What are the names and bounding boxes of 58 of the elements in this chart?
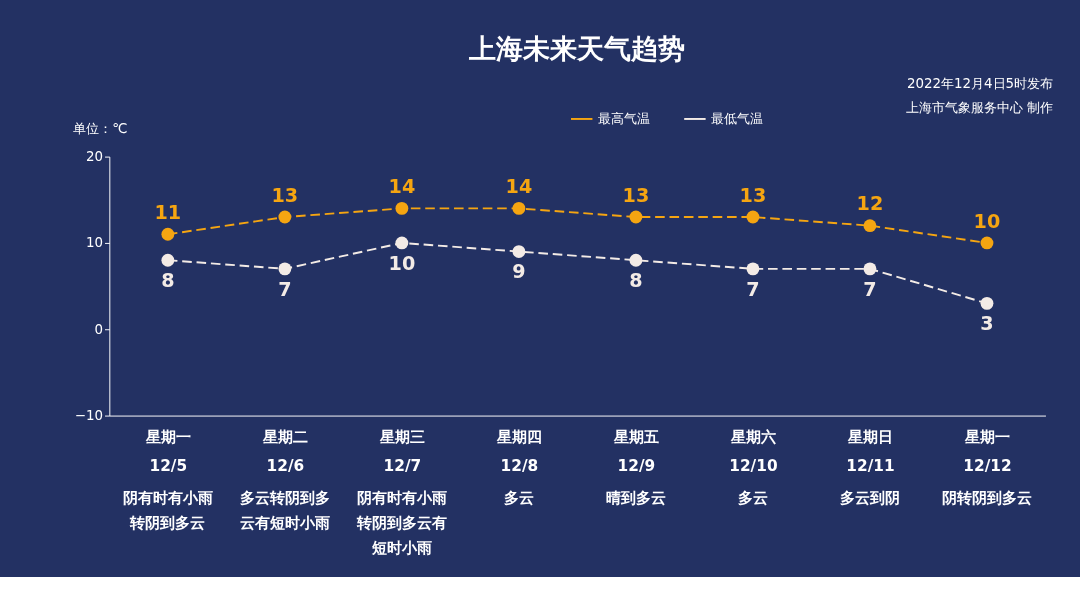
data-label: 7 [863,277,877,301]
point [746,262,760,276]
point [395,236,409,250]
y-tick-label: 10 [86,235,104,251]
data-label: 13 [739,183,767,207]
data-label: 13 [271,183,299,207]
x-tick-label: 星期日 12/11 [846,427,895,475]
x-tick-label: 星期一 12/5 [144,427,191,475]
point [863,262,877,276]
point [980,236,994,250]
x-tick-label: 星期一 12/12 [963,427,1012,475]
data-label: 10 [388,251,416,275]
text: 多云到阴 [839,488,900,507]
data-label: 14 [388,175,416,199]
y-tick-label: 20 [86,148,104,164]
point [629,210,643,224]
data-label: 12 [856,192,884,216]
x-tick-label: 星期四 12/8 [495,427,542,475]
text: 多云 [503,488,534,507]
text: 阴转阴到多云 [941,488,1032,507]
chart-title: 上海未来天气趋势 [468,32,686,64]
y-tick-label: 0 [94,321,104,337]
y-axis-title: 单位：℃ [73,121,128,137]
legend-label: 最低气温 [710,110,763,126]
data-label: 13 [622,183,650,207]
x-tick-label: 星期二 12/6 [261,427,308,475]
point [512,245,526,258]
data-label: 14 [505,175,533,199]
x-tick-label: 星期六 12/10 [729,427,778,475]
point [980,296,994,310]
text: 多云转阴到多云有短时小雨 [239,488,330,532]
y-tick-label: −10 [74,407,104,423]
point [161,227,175,241]
x-tick-label: 星期三 12/7 [378,427,425,475]
data-label: 9 [512,260,526,284]
point [863,219,877,233]
text: 2022年12月4日5时发布 [906,75,1054,91]
data-label: 7 [278,277,292,301]
data-label: 10 [973,209,1001,233]
text: 多云 [737,488,768,507]
legend-label: 最高气温 [597,110,650,126]
point [512,201,526,215]
text: 晴到多云 [605,488,666,507]
point [629,253,643,267]
text: 上海市气象服务中心 制作 [905,100,1054,116]
point [395,201,409,215]
data-label: 8 [629,269,643,293]
point [746,210,760,224]
data-label: 11 [154,200,182,224]
x-tick-label: 星期五 12/9 [612,427,659,475]
data-label: 8 [161,269,175,293]
text: 阴有时有小雨转阴到多云 [122,488,213,532]
data-label: 3 [980,312,994,336]
point [161,253,175,267]
point [278,210,292,224]
data-label: 7 [746,277,760,301]
point [278,262,292,276]
text: 阴有时有小雨转阴到多云有短时小雨 [355,488,447,557]
